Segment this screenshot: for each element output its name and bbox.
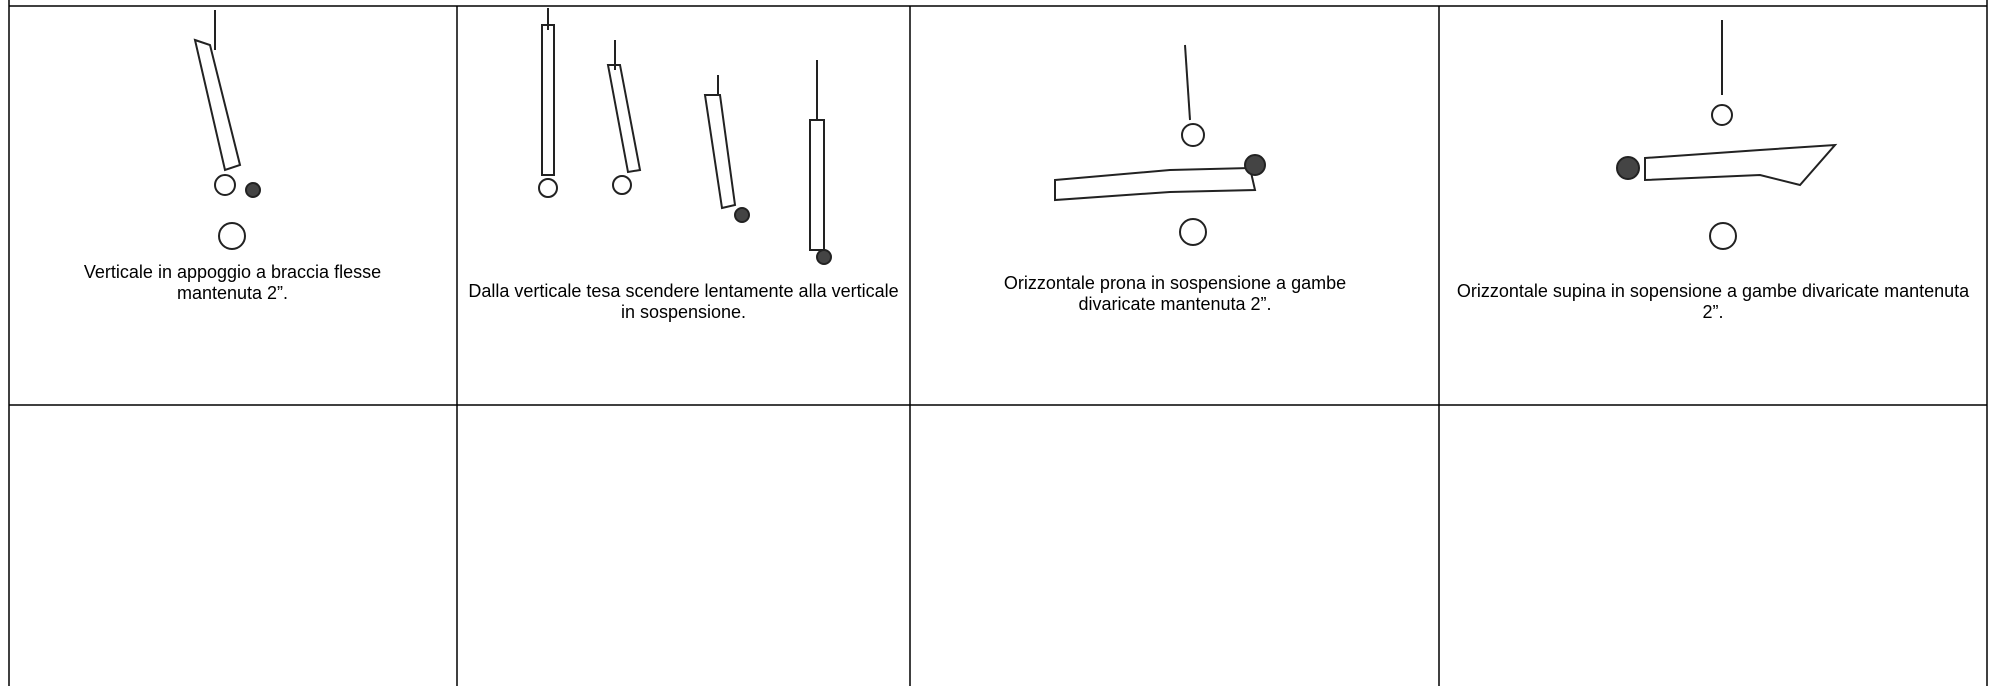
figure	[193, 10, 261, 250]
caption: Orizzontale supina in sopensione a gambe…	[1456, 281, 1970, 322]
figure	[1616, 20, 1838, 250]
figure	[1054, 44, 1266, 246]
figure	[538, 8, 832, 265]
caption: Verticale in appoggio a braccia flesse m…	[83, 262, 382, 303]
caption: Orizzontale prona in sospensione a gambe…	[1003, 273, 1347, 314]
caption: Dalla verticale tesa scendere lentamente…	[468, 281, 899, 322]
